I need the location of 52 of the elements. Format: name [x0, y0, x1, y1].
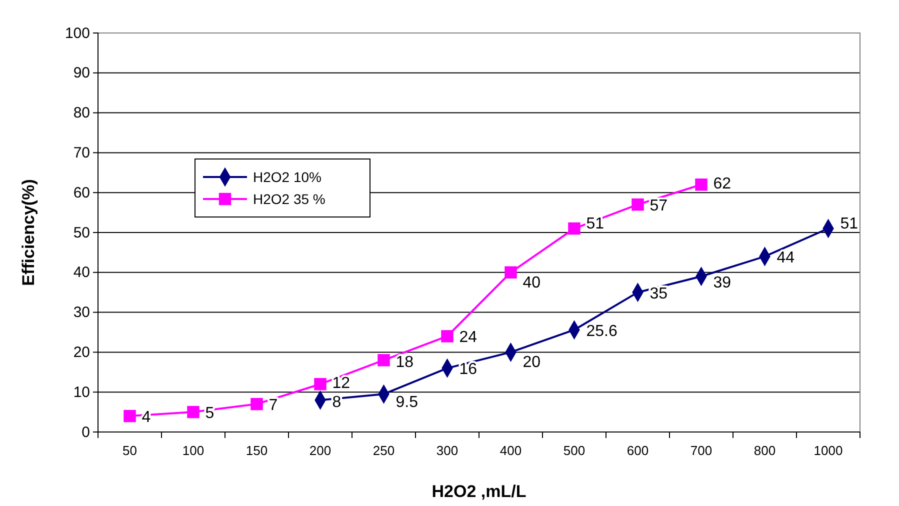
x-axis-title: H2O2 ,mL/L — [432, 482, 526, 501]
data-label: 7 — [268, 397, 278, 414]
x-tick-label: 150 — [246, 443, 268, 458]
x-tick-label: 100 — [182, 443, 204, 458]
point — [632, 198, 644, 211]
data-label: 40 — [522, 274, 541, 292]
point — [378, 354, 390, 366]
point — [187, 406, 200, 418]
y-axis-title: Efficiency(%) — [19, 179, 38, 286]
y-tick-label: 0 — [82, 424, 90, 441]
data-label: 35 — [650, 285, 668, 302]
x-tick-label: 800 — [754, 443, 776, 458]
data-label: 12 — [332, 375, 350, 392]
x-tick-label: 50 — [122, 443, 137, 458]
x-tick-label: 600 — [626, 443, 649, 458]
point — [504, 266, 517, 279]
point — [695, 178, 708, 191]
x-tick-label: 300 — [436, 443, 458, 458]
y-tick-label: 80 — [73, 104, 90, 122]
y-tick-label: 100 — [64, 24, 90, 42]
x-tick-label: 400 — [500, 443, 522, 458]
legend-label: H2O2 35 % — [253, 191, 326, 207]
y-tick-label: 50 — [73, 224, 90, 242]
data-label: 24 — [459, 329, 478, 346]
data-label: 39 — [713, 274, 732, 292]
y-tick-label: 20 — [73, 344, 90, 361]
y-tick-label: 10 — [73, 384, 90, 401]
y-tick-label: 60 — [73, 184, 90, 202]
data-label: 16 — [459, 361, 478, 378]
data-label: 20 — [522, 354, 541, 372]
x-tick-label: 700 — [690, 443, 712, 458]
data-label: 44 — [776, 249, 795, 266]
point — [124, 410, 136, 422]
point — [568, 222, 580, 235]
y-tick-label: 70 — [73, 144, 90, 162]
point — [441, 330, 454, 342]
data-label: 25.6 — [586, 322, 618, 340]
data-label: 62 — [713, 176, 732, 193]
data-label: 51 — [840, 216, 858, 232]
data-label: 18 — [396, 354, 414, 372]
data-label: 9.5 — [396, 394, 418, 412]
data-label: 57 — [650, 198, 668, 215]
y-tick-label: 40 — [73, 264, 90, 282]
x-tick-label: 1000 — [814, 443, 843, 458]
legend-label: H2O2 10% — [253, 169, 322, 185]
point — [314, 378, 326, 390]
x-tick-label: 200 — [309, 443, 332, 458]
point — [250, 398, 263, 410]
y-tick-label: 30 — [73, 304, 90, 322]
y-tick-label: 90 — [73, 64, 90, 82]
x-tick-label: 500 — [563, 443, 586, 458]
x-tick-label: 250 — [372, 443, 395, 458]
